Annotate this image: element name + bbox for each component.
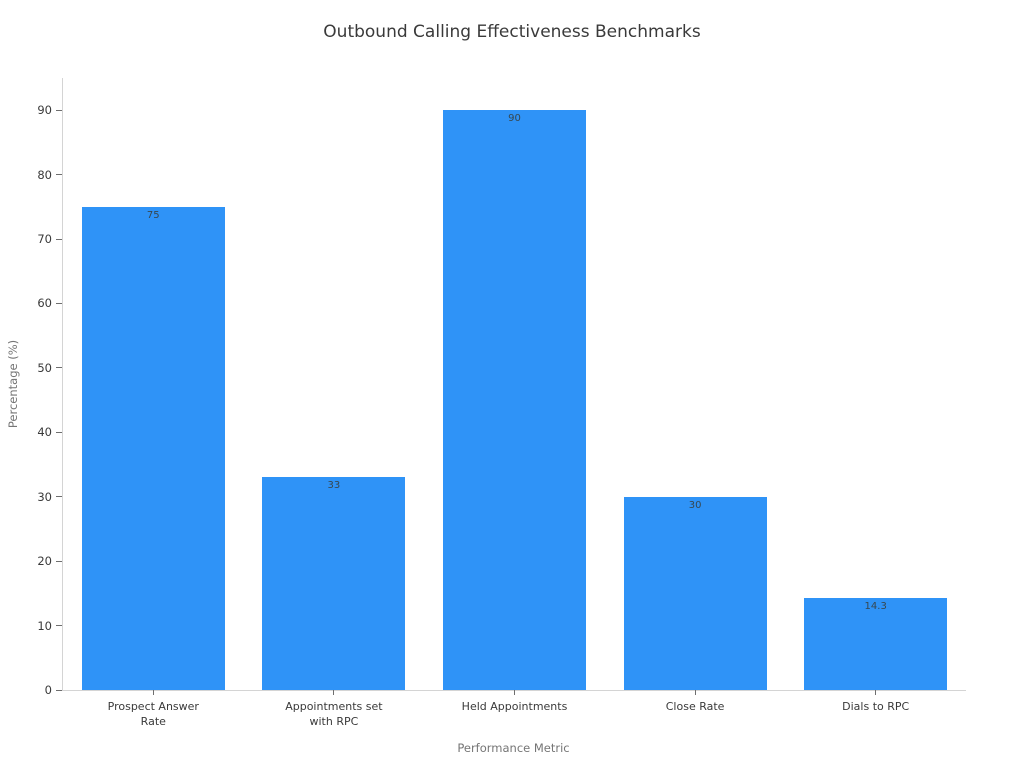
y-axis-tick xyxy=(56,689,62,691)
y-axis-tick-label: 90 xyxy=(37,103,52,118)
bar-value-label: 90 xyxy=(508,113,521,125)
x-axis-title: Performance Metric xyxy=(457,741,570,755)
y-axis-tick xyxy=(56,109,62,111)
y-axis-tick-label: 50 xyxy=(37,360,52,375)
x-axis-tick xyxy=(694,690,696,695)
y-axis-tick xyxy=(56,367,62,369)
bar: 75 xyxy=(81,206,225,690)
y-axis-tick xyxy=(56,625,62,627)
y-axis-tick-label: 40 xyxy=(37,425,52,440)
y-axis-tick xyxy=(56,174,62,176)
bar-value-label: 14.3 xyxy=(864,600,887,612)
y-axis-tick xyxy=(56,302,62,304)
bar: 90 xyxy=(443,110,586,690)
y-axis-tick-label: 10 xyxy=(37,618,52,633)
y-axis-tick-label: 70 xyxy=(37,232,52,247)
plot-area: 0 10 20 30 40 50 60 70 80 90 75 Prospect Answer Rate… xyxy=(37,78,966,728)
y-axis-tick-label: 0 xyxy=(44,683,52,697)
bar-value-label: 75 xyxy=(146,209,160,221)
y-axis-tick-label: 80 xyxy=(37,167,52,182)
x-axis-tick xyxy=(152,690,154,695)
y-axis-title: Percentage (%) xyxy=(6,339,20,429)
x-axis-tick xyxy=(514,690,515,695)
x-axis-tick-label: Held Appointments xyxy=(461,700,568,713)
x-axis-tick-label: Prospect Answer Rate xyxy=(107,700,199,728)
y-axis-tick-label: 20 xyxy=(37,554,52,569)
y-axis-tick xyxy=(56,431,62,433)
y-axis-tick xyxy=(56,496,62,498)
x-axis-tick-label: Close Rate xyxy=(665,700,725,713)
y-axis-tick-label: 60 xyxy=(37,296,52,311)
y-axis-tick xyxy=(56,560,62,562)
y-axis-tick xyxy=(56,238,62,240)
bar-value-label: 30 xyxy=(688,499,702,511)
x-axis-tick-label: Appointments set with RPC xyxy=(285,700,383,728)
bar: 30 xyxy=(623,496,767,690)
x-axis-tick-label: Dials to RPC xyxy=(842,700,910,713)
bar: 33 xyxy=(262,477,406,690)
y-axis-tick-label: 30 xyxy=(37,489,52,504)
x-axis-tick xyxy=(875,690,877,695)
chart-title: Outbound Calling Effectiveness Benchmark… xyxy=(323,22,701,42)
bar: 14.3 xyxy=(804,597,948,690)
x-axis-tick xyxy=(333,690,335,695)
bar-value-label: 33 xyxy=(327,480,341,492)
